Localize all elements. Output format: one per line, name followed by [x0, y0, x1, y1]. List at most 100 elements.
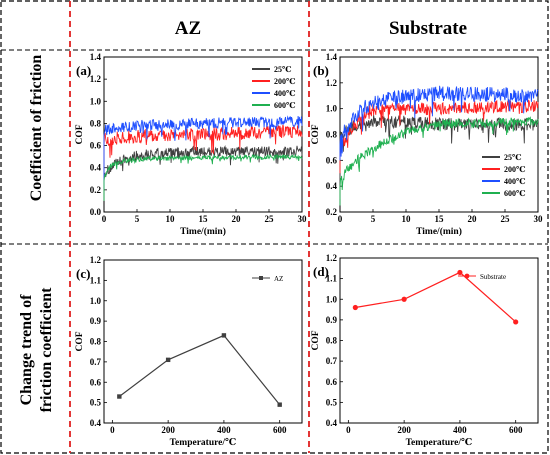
x-tick-label: 10 — [402, 214, 412, 224]
x-tick-label: 400 — [453, 425, 467, 435]
y-tick-label: 0.8 — [326, 336, 338, 346]
x-tick-label: 0 — [110, 425, 115, 435]
chart-panels: 0 5 10 15 20 25 30 0.0 0.2 0.4 0.6 0.8 1.0 1.2 1.4 Time… — [75, 52, 543, 448]
y-axis-label: COF — [311, 124, 321, 144]
y-tick-label: 0.6 — [326, 377, 338, 387]
x-tick-label: 200 — [397, 425, 411, 435]
row-label-trend-line1: Change trend of — [18, 294, 35, 405]
trend-line — [355, 271, 517, 323]
x-tick-label: 200 — [161, 425, 175, 435]
y-tick-label: 1.2 — [90, 255, 102, 265]
x-tick-label: 5 — [371, 214, 376, 224]
y-tick-label: 0.2 — [90, 185, 102, 195]
legend-entry: AZ — [274, 275, 283, 283]
y-tick-label: 0.4 — [326, 418, 338, 428]
y-tick-label: 1.1 — [90, 275, 102, 285]
y-tick-label: 0.9 — [90, 316, 102, 326]
plot-frame — [103, 259, 303, 424]
legend-entry: 400℃ — [274, 89, 296, 98]
y-tick-label: 0.7 — [90, 357, 102, 367]
series-line-2 — [339, 85, 539, 161]
legend-entry: 600℃ — [274, 101, 296, 110]
chart-c: 0 200 400 600 0.4 0.5 0.6 0.7 0.8 0.9 1.0 1.1 1.2 Tem… — [75, 255, 303, 448]
y-tick-label: 0.6 — [326, 155, 338, 165]
legend-marker — [259, 276, 263, 280]
data-point — [457, 269, 463, 276]
series-line-1 — [339, 99, 539, 174]
x-tick-label: 600 — [509, 425, 523, 435]
chart-b: 0 5 10 15 20 25 30 0.2 0.4 0.6 0.8 1.0 1.2 1.4 Time/(m… — [311, 52, 543, 237]
y-axis-label: COF — [75, 331, 85, 351]
x-tick-label: 0 — [102, 214, 107, 224]
y-tick-label: 0.5 — [326, 397, 338, 407]
y-tick-label: 1.0 — [326, 294, 338, 304]
chart-a: 0 5 10 15 20 25 30 0.0 0.2 0.4 0.6 0.8 1.0 1.2 1.4 Time… — [75, 52, 307, 237]
legend-entry: 200℃ — [274, 77, 296, 86]
y-tick-label: 1.2 — [326, 253, 338, 263]
legend-marker — [464, 273, 470, 279]
column-header-az: AZ — [175, 18, 201, 39]
panel-label: (d) — [313, 264, 329, 279]
y-tick-label: 0.4 — [326, 181, 338, 191]
series-line-2 — [103, 115, 303, 190]
x-axis-label: Time/(min) — [180, 226, 226, 237]
x-tick-label: 600 — [273, 425, 287, 435]
x-tick-label: 30 — [534, 214, 544, 224]
data-point — [165, 357, 171, 363]
data-point — [221, 333, 227, 338]
x-tick-label: 30 — [298, 214, 308, 224]
legend-entry: 200℃ — [504, 165, 526, 174]
series-line-3 — [103, 153, 303, 201]
y-tick-label: 0.8 — [90, 337, 102, 347]
series-line-1 — [103, 124, 303, 190]
row-label-trend-line2: friction coefficient — [38, 287, 55, 413]
y-tick-label: 0.2 — [326, 207, 338, 217]
series-line-3 — [339, 116, 539, 206]
panel-label: (a) — [76, 63, 91, 78]
y-axis-label: COF — [75, 124, 85, 144]
x-tick-label: 400 — [217, 425, 231, 435]
y-tick-label: 1.4 — [326, 52, 338, 62]
panel-label: (b) — [313, 63, 329, 78]
y-tick-label: 0.4 — [90, 418, 102, 428]
y-tick-label: 1.0 — [326, 104, 338, 114]
row-label-cof: Coefficient of friction — [28, 55, 45, 202]
data-point — [352, 304, 358, 311]
chart-d: 0 200 400 600 0.4 0.5 0.6 0.7 0.8 0.9 1.0 1.1 1.2 Tem… — [311, 253, 539, 448]
x-axis-label: Temperature/℃ — [170, 438, 237, 448]
legend-entry: Substrate — [480, 273, 506, 281]
y-tick-label: 0.8 — [90, 118, 102, 128]
y-tick-label: 0.5 — [90, 398, 102, 408]
y-tick-label: 1.2 — [90, 74, 102, 84]
x-tick-label: 15 — [435, 214, 445, 224]
y-axis-label: COF — [311, 330, 321, 350]
y-tick-label: 1.1 — [326, 274, 338, 284]
y-tick-label: 1.2 — [326, 78, 338, 88]
legend-entry: 400℃ — [504, 177, 526, 186]
x-tick-label: 0 — [346, 425, 351, 435]
x-axis-label: Temperature/℃ — [406, 438, 473, 448]
y-tick-label: 0.8 — [326, 130, 338, 140]
panel-label: (c) — [76, 266, 90, 281]
column-header-substrate: Substrate — [389, 18, 467, 39]
x-tick-label: 25 — [265, 214, 275, 224]
y-tick-label: 0.9 — [326, 315, 338, 325]
y-tick-label: 1.4 — [90, 52, 102, 62]
y-tick-label: 0.6 — [90, 377, 102, 387]
x-tick-label: 15 — [199, 214, 209, 224]
x-tick-label: 0 — [338, 214, 343, 224]
data-point — [117, 394, 122, 399]
x-tick-label: 10 — [166, 214, 176, 224]
y-tick-label: 0.0 — [90, 207, 102, 217]
x-tick-label: 20 — [232, 214, 242, 224]
y-tick-label: 0.7 — [326, 356, 338, 366]
data-point — [513, 319, 519, 325]
data-point — [277, 402, 282, 407]
legend-entry: 25℃ — [504, 153, 522, 162]
trend-line — [118, 334, 281, 406]
y-tick-label: 0.6 — [90, 141, 102, 151]
data-point — [401, 296, 407, 302]
y-tick-label: 1.0 — [90, 96, 102, 106]
x-tick-label: 5 — [135, 214, 140, 224]
